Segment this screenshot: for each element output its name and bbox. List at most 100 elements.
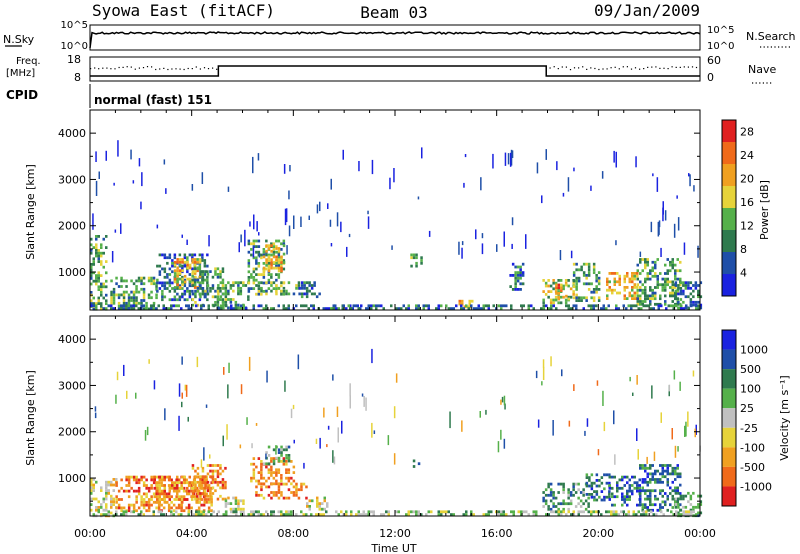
heatmap-cell (176, 266, 179, 270)
heatmap-cell (554, 496, 558, 500)
heatmap-cell (237, 507, 240, 511)
nave-dot (171, 68, 173, 70)
heatmap-cell (682, 513, 685, 516)
heatmap-cell (689, 298, 693, 301)
heatmap-cell (326, 502, 329, 505)
heatmap-cell (102, 500, 105, 504)
heatmap-cell (194, 489, 197, 493)
heatmap-cell (97, 235, 100, 238)
heatmap-cell (158, 492, 161, 496)
heatmap-cell (176, 274, 179, 278)
heatmap-cell (137, 301, 141, 305)
heatmap-cell (160, 510, 163, 514)
heatmap-cell (592, 299, 596, 302)
heatmap-cell (639, 288, 642, 292)
heatmap-cell (412, 510, 415, 514)
heatmap-cell (565, 294, 568, 298)
nave-dot (203, 67, 206, 69)
heatmap-cell (577, 299, 581, 302)
heatmap-cell (107, 510, 110, 514)
heatmap-cell (272, 459, 276, 463)
heatmap-cell (194, 497, 197, 501)
heatmap-cell (611, 492, 614, 496)
heatmap-cell (675, 513, 678, 516)
heatmap-cell (229, 507, 233, 511)
heatmap-cell (232, 281, 235, 285)
heatmap-cell (186, 260, 189, 264)
heatmap-cell (211, 486, 215, 490)
heatmap-cell (110, 301, 113, 305)
heatmap-cell (557, 502, 560, 506)
heatmap-cell (666, 277, 669, 281)
heatmap-cell (153, 495, 156, 499)
heatmap-cell (585, 493, 589, 496)
heatmap-cell (262, 513, 265, 516)
heatmap-cell (100, 293, 103, 297)
heatmap-cell (193, 281, 197, 285)
heatmap-cell (221, 281, 225, 285)
heatmap-cell (205, 498, 208, 501)
heatmap-streak (196, 356, 199, 368)
heatmap-cell (608, 490, 611, 493)
heatmap-cell (674, 478, 677, 481)
heatmap-cell (666, 469, 669, 473)
heatmap-cell (210, 481, 213, 485)
heatmap-cell (216, 267, 220, 271)
heatmap-cell (181, 275, 184, 279)
heatmap-cell (587, 265, 591, 269)
heatmap-cell (334, 304, 337, 308)
heatmap-cell (322, 307, 325, 310)
heatmap-cell (232, 510, 235, 514)
heatmap-cell (292, 465, 296, 469)
y-tick-label: 4000 (58, 333, 86, 346)
heatmap-cell (679, 277, 682, 281)
heatmap-streak (257, 153, 260, 161)
heatmap-cell (641, 464, 644, 467)
heatmap-cell (669, 260, 672, 264)
heatmap-cell (352, 304, 355, 308)
heatmap-streak (481, 233, 484, 239)
heatmap-cell (142, 296, 146, 300)
heatmap-cell (308, 499, 311, 503)
heatmap-cell (674, 297, 677, 301)
heatmap-streak (120, 223, 122, 234)
heatmap-cell (295, 493, 298, 497)
heatmap-cell (275, 262, 278, 265)
heatmap-cell (186, 270, 189, 274)
heatmap-cell (192, 513, 195, 516)
heatmap-cell (272, 307, 275, 310)
heatmap-cell (130, 503, 133, 507)
heatmap-cell (191, 284, 195, 287)
heatmap-cell (654, 272, 657, 275)
heatmap-cell (176, 269, 179, 273)
heatmap-cell (110, 307, 113, 310)
heatmap-cell (92, 302, 95, 305)
heatmap-cell (412, 256, 416, 260)
heatmap-cell (636, 484, 639, 487)
heatmap-cell (275, 468, 278, 472)
heatmap-streak (181, 356, 183, 365)
heatmap-cell (90, 282, 93, 286)
heatmap-cell (582, 491, 585, 494)
heatmap-cell (654, 286, 657, 289)
heatmap-cell (615, 307, 618, 310)
heatmap-cell (405, 513, 408, 516)
heatmap-cell (173, 274, 177, 278)
heatmap-cell (557, 283, 561, 287)
heatmap-cell (312, 304, 315, 308)
heatmap-cell (224, 292, 228, 296)
heatmap-cell (262, 266, 266, 270)
heatmap-cell (651, 266, 654, 270)
heatmap-cell (255, 493, 258, 497)
heatmap-cell (482, 307, 485, 310)
heatmap-cell (92, 489, 95, 492)
heatmap-cell (210, 503, 213, 507)
heatmap-cell (242, 499, 245, 503)
heatmap-cell (285, 448, 288, 452)
heatmap-cell (265, 281, 268, 285)
heatmap-cell (209, 494, 212, 498)
heatmap-cell (270, 263, 273, 267)
heatmap-cell (639, 300, 642, 303)
heatmap-cell (125, 510, 128, 514)
